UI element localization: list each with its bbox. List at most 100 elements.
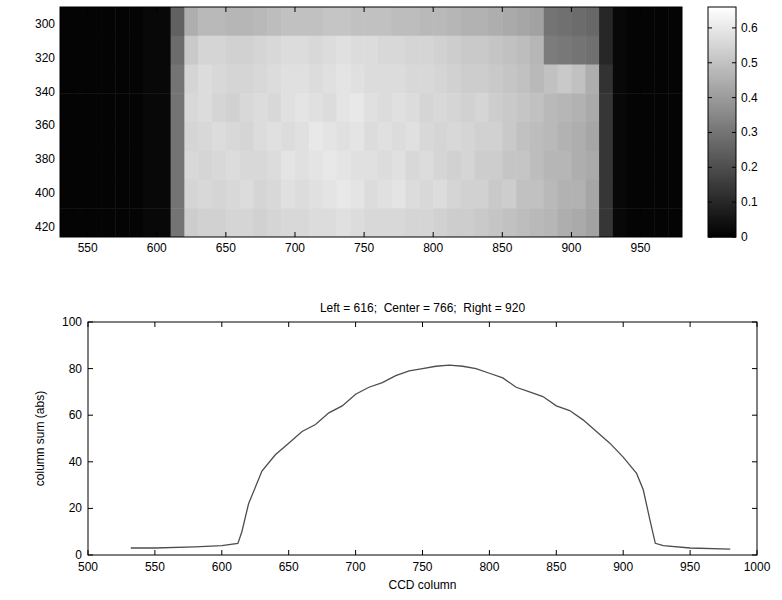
heat-cell bbox=[309, 180, 323, 209]
heat-cell bbox=[295, 36, 309, 65]
heat-cell bbox=[502, 7, 516, 36]
heat-cell bbox=[184, 151, 198, 180]
heat-cell bbox=[309, 151, 323, 180]
heat-cell bbox=[599, 7, 613, 36]
heat-cell bbox=[544, 93, 558, 122]
heat-cell bbox=[654, 7, 668, 36]
heat-cell bbox=[392, 151, 406, 180]
heat-cell bbox=[392, 180, 406, 209]
heat-cell bbox=[281, 208, 295, 237]
heat-cell bbox=[60, 65, 74, 94]
heat-cell bbox=[668, 65, 682, 94]
heat-cell bbox=[488, 65, 502, 94]
heat-cell bbox=[267, 180, 281, 209]
x-tick-label: 650 bbox=[279, 560, 299, 574]
x-tick bbox=[489, 550, 490, 555]
x-tick-label: 550 bbox=[78, 241, 98, 255]
heat-cell bbox=[502, 151, 516, 180]
heat-cell bbox=[101, 93, 115, 122]
colorbar-tick bbox=[732, 97, 736, 98]
heat-cell bbox=[378, 208, 392, 237]
heat-cell bbox=[254, 36, 268, 65]
heat-cell bbox=[419, 36, 433, 65]
heat-cell bbox=[516, 65, 530, 94]
heat-cell bbox=[571, 36, 585, 65]
heat-cell bbox=[571, 151, 585, 180]
heat-cell bbox=[599, 151, 613, 180]
heat-cell bbox=[558, 208, 572, 237]
heat-cell bbox=[171, 93, 185, 122]
heat-cell bbox=[295, 93, 309, 122]
heat-cell bbox=[378, 36, 392, 65]
heat-cell bbox=[212, 93, 226, 122]
x-tick bbox=[757, 550, 758, 555]
heat-cell bbox=[406, 7, 420, 36]
heat-cell bbox=[488, 36, 502, 65]
x-tick bbox=[87, 7, 88, 12]
heat-cell bbox=[74, 65, 88, 94]
colorbar-tick bbox=[708, 27, 712, 28]
heat-cell bbox=[254, 122, 268, 151]
heat-cell bbox=[350, 36, 364, 65]
x-tick-label: 800 bbox=[479, 560, 499, 574]
heat-cell bbox=[336, 65, 350, 94]
heat-cell bbox=[157, 93, 171, 122]
heat-cell bbox=[212, 122, 226, 151]
heat-cell bbox=[419, 180, 433, 209]
heat-cell bbox=[585, 180, 599, 209]
y-tick bbox=[677, 125, 682, 126]
heat-cell bbox=[60, 122, 74, 151]
heat-cell bbox=[668, 151, 682, 180]
x-tick-label: 650 bbox=[216, 241, 236, 255]
heat-cell bbox=[544, 122, 558, 151]
y-tick bbox=[60, 57, 65, 58]
colorbar-tick bbox=[708, 132, 712, 133]
heat-cell bbox=[447, 93, 461, 122]
heat-cell bbox=[212, 36, 226, 65]
heat-cell bbox=[198, 151, 212, 180]
heat-cell bbox=[544, 7, 558, 36]
heat-cell bbox=[171, 65, 185, 94]
y-tick-label: 380 bbox=[35, 152, 55, 166]
heat-cell bbox=[530, 93, 544, 122]
y-tick-label: 420 bbox=[35, 220, 55, 234]
heat-cell bbox=[668, 93, 682, 122]
y-tick bbox=[677, 57, 682, 58]
heat-cell bbox=[627, 93, 641, 122]
colorbar-tick bbox=[732, 202, 736, 203]
heat-cell bbox=[641, 93, 655, 122]
heat-cell bbox=[101, 208, 115, 237]
heat-cell bbox=[350, 180, 364, 209]
heat-cell bbox=[336, 93, 350, 122]
heat-cell bbox=[212, 7, 226, 36]
heat-cell bbox=[627, 36, 641, 65]
heat-cell bbox=[281, 122, 295, 151]
x-tick bbox=[640, 7, 641, 12]
heat-cell bbox=[461, 93, 475, 122]
heat-cell bbox=[198, 7, 212, 36]
heat-cell bbox=[240, 180, 254, 209]
heat-cell bbox=[309, 122, 323, 151]
heat-cell bbox=[184, 36, 198, 65]
y-tick bbox=[60, 193, 65, 194]
heat-cell bbox=[212, 180, 226, 209]
x-tick bbox=[221, 550, 222, 555]
heat-cell bbox=[627, 208, 641, 237]
heat-cell bbox=[88, 208, 102, 237]
data-line bbox=[131, 365, 730, 549]
colorbar-tick bbox=[732, 27, 736, 28]
x-tick bbox=[571, 232, 572, 237]
x-tick bbox=[355, 550, 356, 555]
heat-cell bbox=[157, 65, 171, 94]
heat-cell bbox=[129, 208, 143, 237]
x-tick bbox=[288, 550, 289, 555]
heat-cell bbox=[475, 7, 489, 36]
x-tick bbox=[225, 7, 226, 12]
y-tick bbox=[88, 555, 93, 556]
heat-cell bbox=[447, 180, 461, 209]
heat-cell bbox=[502, 93, 516, 122]
heat-cell bbox=[281, 180, 295, 209]
x-tick bbox=[294, 232, 295, 237]
heat-cell bbox=[475, 36, 489, 65]
heat-cell bbox=[74, 36, 88, 65]
